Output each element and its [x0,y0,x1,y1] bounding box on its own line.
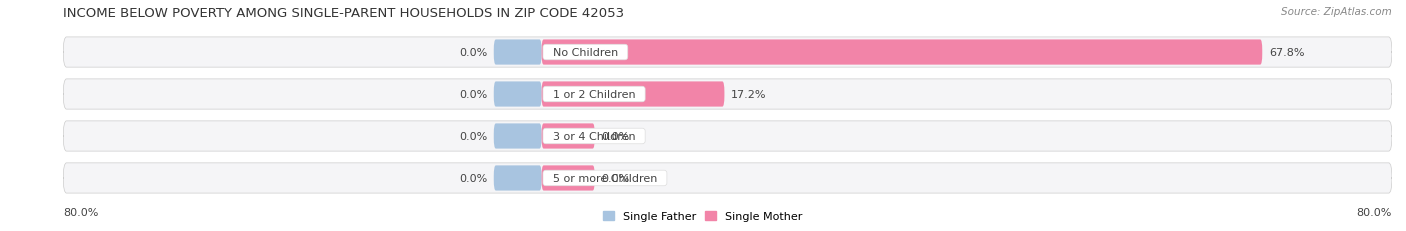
Text: 0.0%: 0.0% [458,48,486,58]
Text: 67.8%: 67.8% [1268,48,1305,58]
FancyBboxPatch shape [63,121,1392,152]
Text: 0.0%: 0.0% [458,131,486,141]
FancyBboxPatch shape [63,163,1392,193]
Text: 0.0%: 0.0% [602,131,630,141]
Text: 0.0%: 0.0% [458,90,486,100]
Text: 80.0%: 80.0% [1357,207,1392,218]
FancyBboxPatch shape [63,38,1392,68]
FancyBboxPatch shape [494,40,541,65]
FancyBboxPatch shape [541,124,595,149]
FancyBboxPatch shape [63,79,1392,110]
Text: Source: ZipAtlas.com: Source: ZipAtlas.com [1281,7,1392,17]
Text: 17.2%: 17.2% [731,90,766,100]
FancyBboxPatch shape [494,82,541,107]
FancyBboxPatch shape [541,166,595,191]
FancyBboxPatch shape [494,124,541,149]
Text: 3 or 4 Children: 3 or 4 Children [546,131,643,141]
Text: 5 or more Children: 5 or more Children [546,173,664,183]
FancyBboxPatch shape [541,40,1263,65]
Text: 0.0%: 0.0% [458,173,486,183]
Text: No Children: No Children [546,48,626,58]
Text: 1 or 2 Children: 1 or 2 Children [546,90,643,100]
Text: 0.0%: 0.0% [602,173,630,183]
FancyBboxPatch shape [541,82,724,107]
Text: INCOME BELOW POVERTY AMONG SINGLE-PARENT HOUSEHOLDS IN ZIP CODE 42053: INCOME BELOW POVERTY AMONG SINGLE-PARENT… [63,7,624,20]
FancyBboxPatch shape [494,166,541,191]
Text: 80.0%: 80.0% [63,207,98,218]
Legend: Single Father, Single Mother: Single Father, Single Mother [599,206,807,225]
